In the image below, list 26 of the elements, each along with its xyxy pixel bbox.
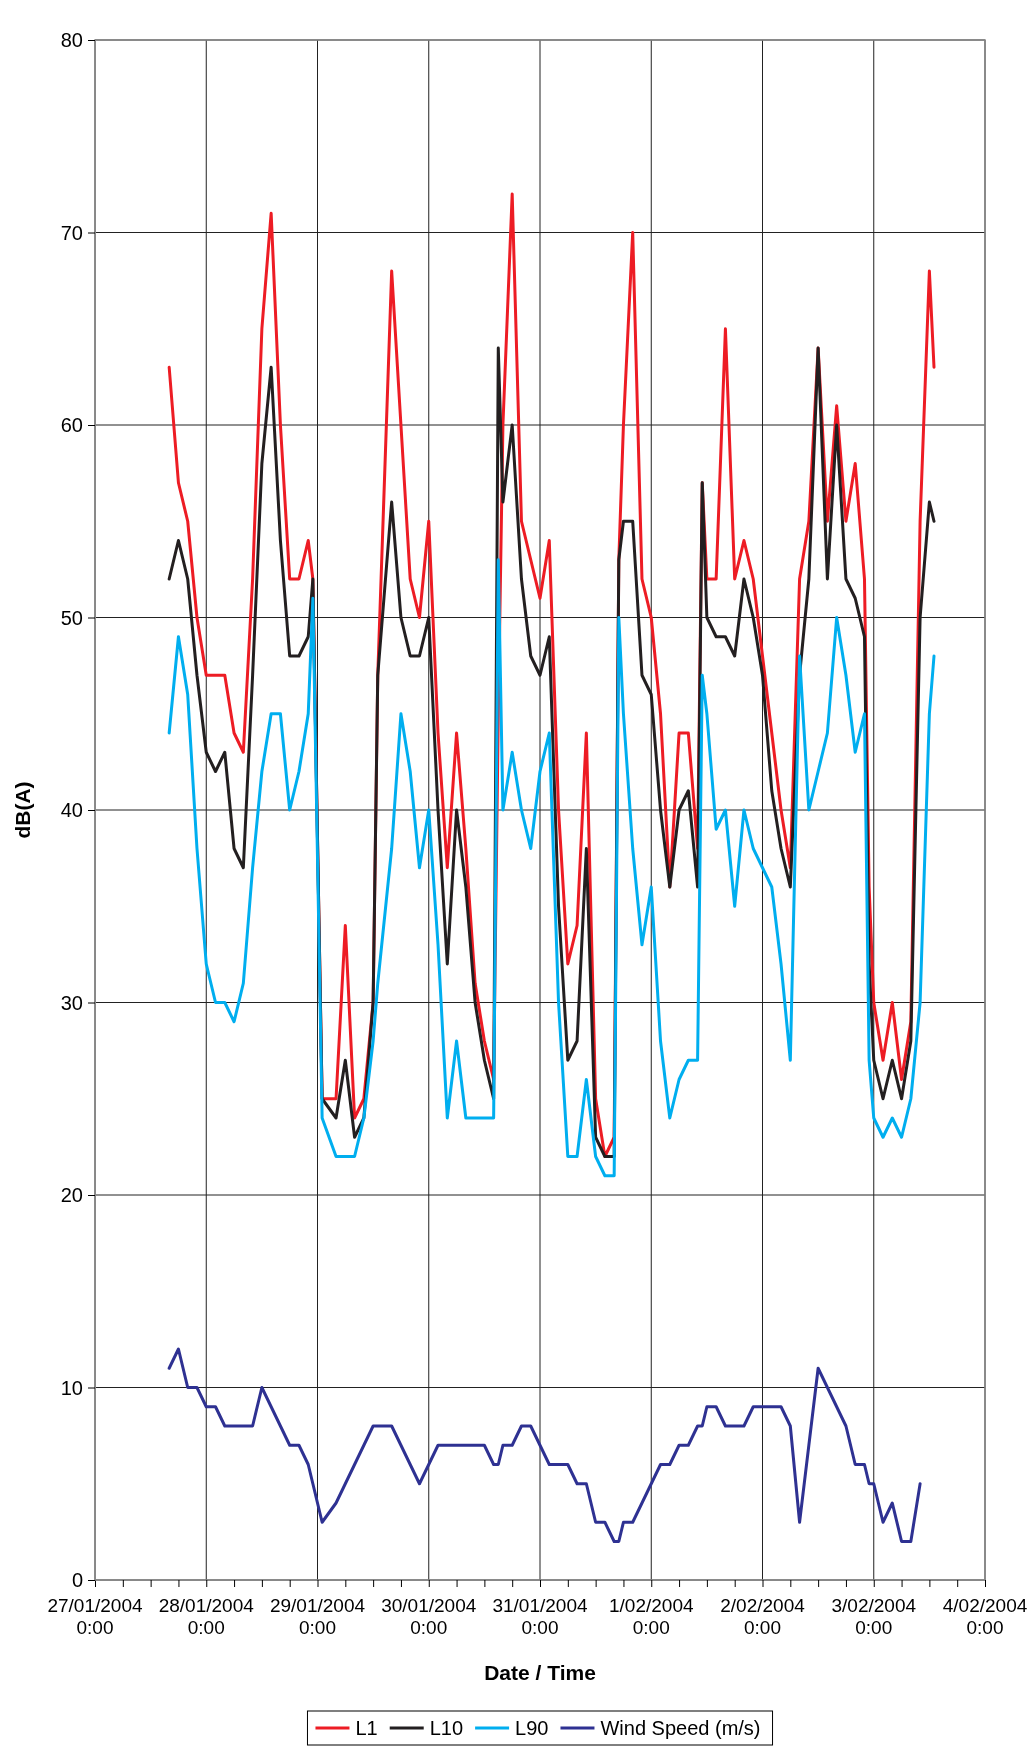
line-series	[167, 558, 936, 1178]
y-tick-label: 40	[60, 799, 83, 821]
x-tick-label: 31/01/2004 0:00	[492, 1595, 588, 1638]
legend-label: L10	[429, 1717, 464, 1739]
x-tick-label: 27/01/2004 0:00	[47, 1595, 143, 1638]
y-tick-label: 30	[60, 991, 83, 1014]
y-tick-label: 20	[60, 1184, 83, 1206]
y-tick-label: 0	[71, 1569, 83, 1591]
legend-label: L1	[355, 1717, 378, 1739]
y-tick-label: 50	[60, 606, 83, 629]
y-tick-label: 70	[60, 221, 83, 244]
legend-label: L90	[515, 1717, 549, 1739]
y-axis-title: dB(A)	[11, 781, 34, 839]
x-tick-label: 1/02/2004 0:00	[608, 1595, 694, 1638]
x-tick-label: 30/01/2004 0:00	[381, 1595, 477, 1638]
x-tick-label: 3/02/2004 0:00	[831, 1595, 917, 1638]
y-tick-label: 10	[60, 1376, 83, 1399]
legend-label: Wind Speed (m/s)	[600, 1717, 761, 1739]
x-tick-label: 2/02/2004 0:00	[720, 1595, 806, 1638]
x-tick-label: 4/02/2004 0:00	[942, 1595, 1028, 1638]
x-tick-label: 29/01/2004 0:00	[269, 1595, 366, 1638]
x-tick-label: 28/01/2004 0:00	[158, 1595, 255, 1638]
line-series	[167, 1347, 922, 1543]
y-tick-label: 80	[60, 29, 83, 51]
y-tick-label: 60	[60, 414, 83, 436]
x-axis-title: Date / Time	[484, 1661, 596, 1684]
